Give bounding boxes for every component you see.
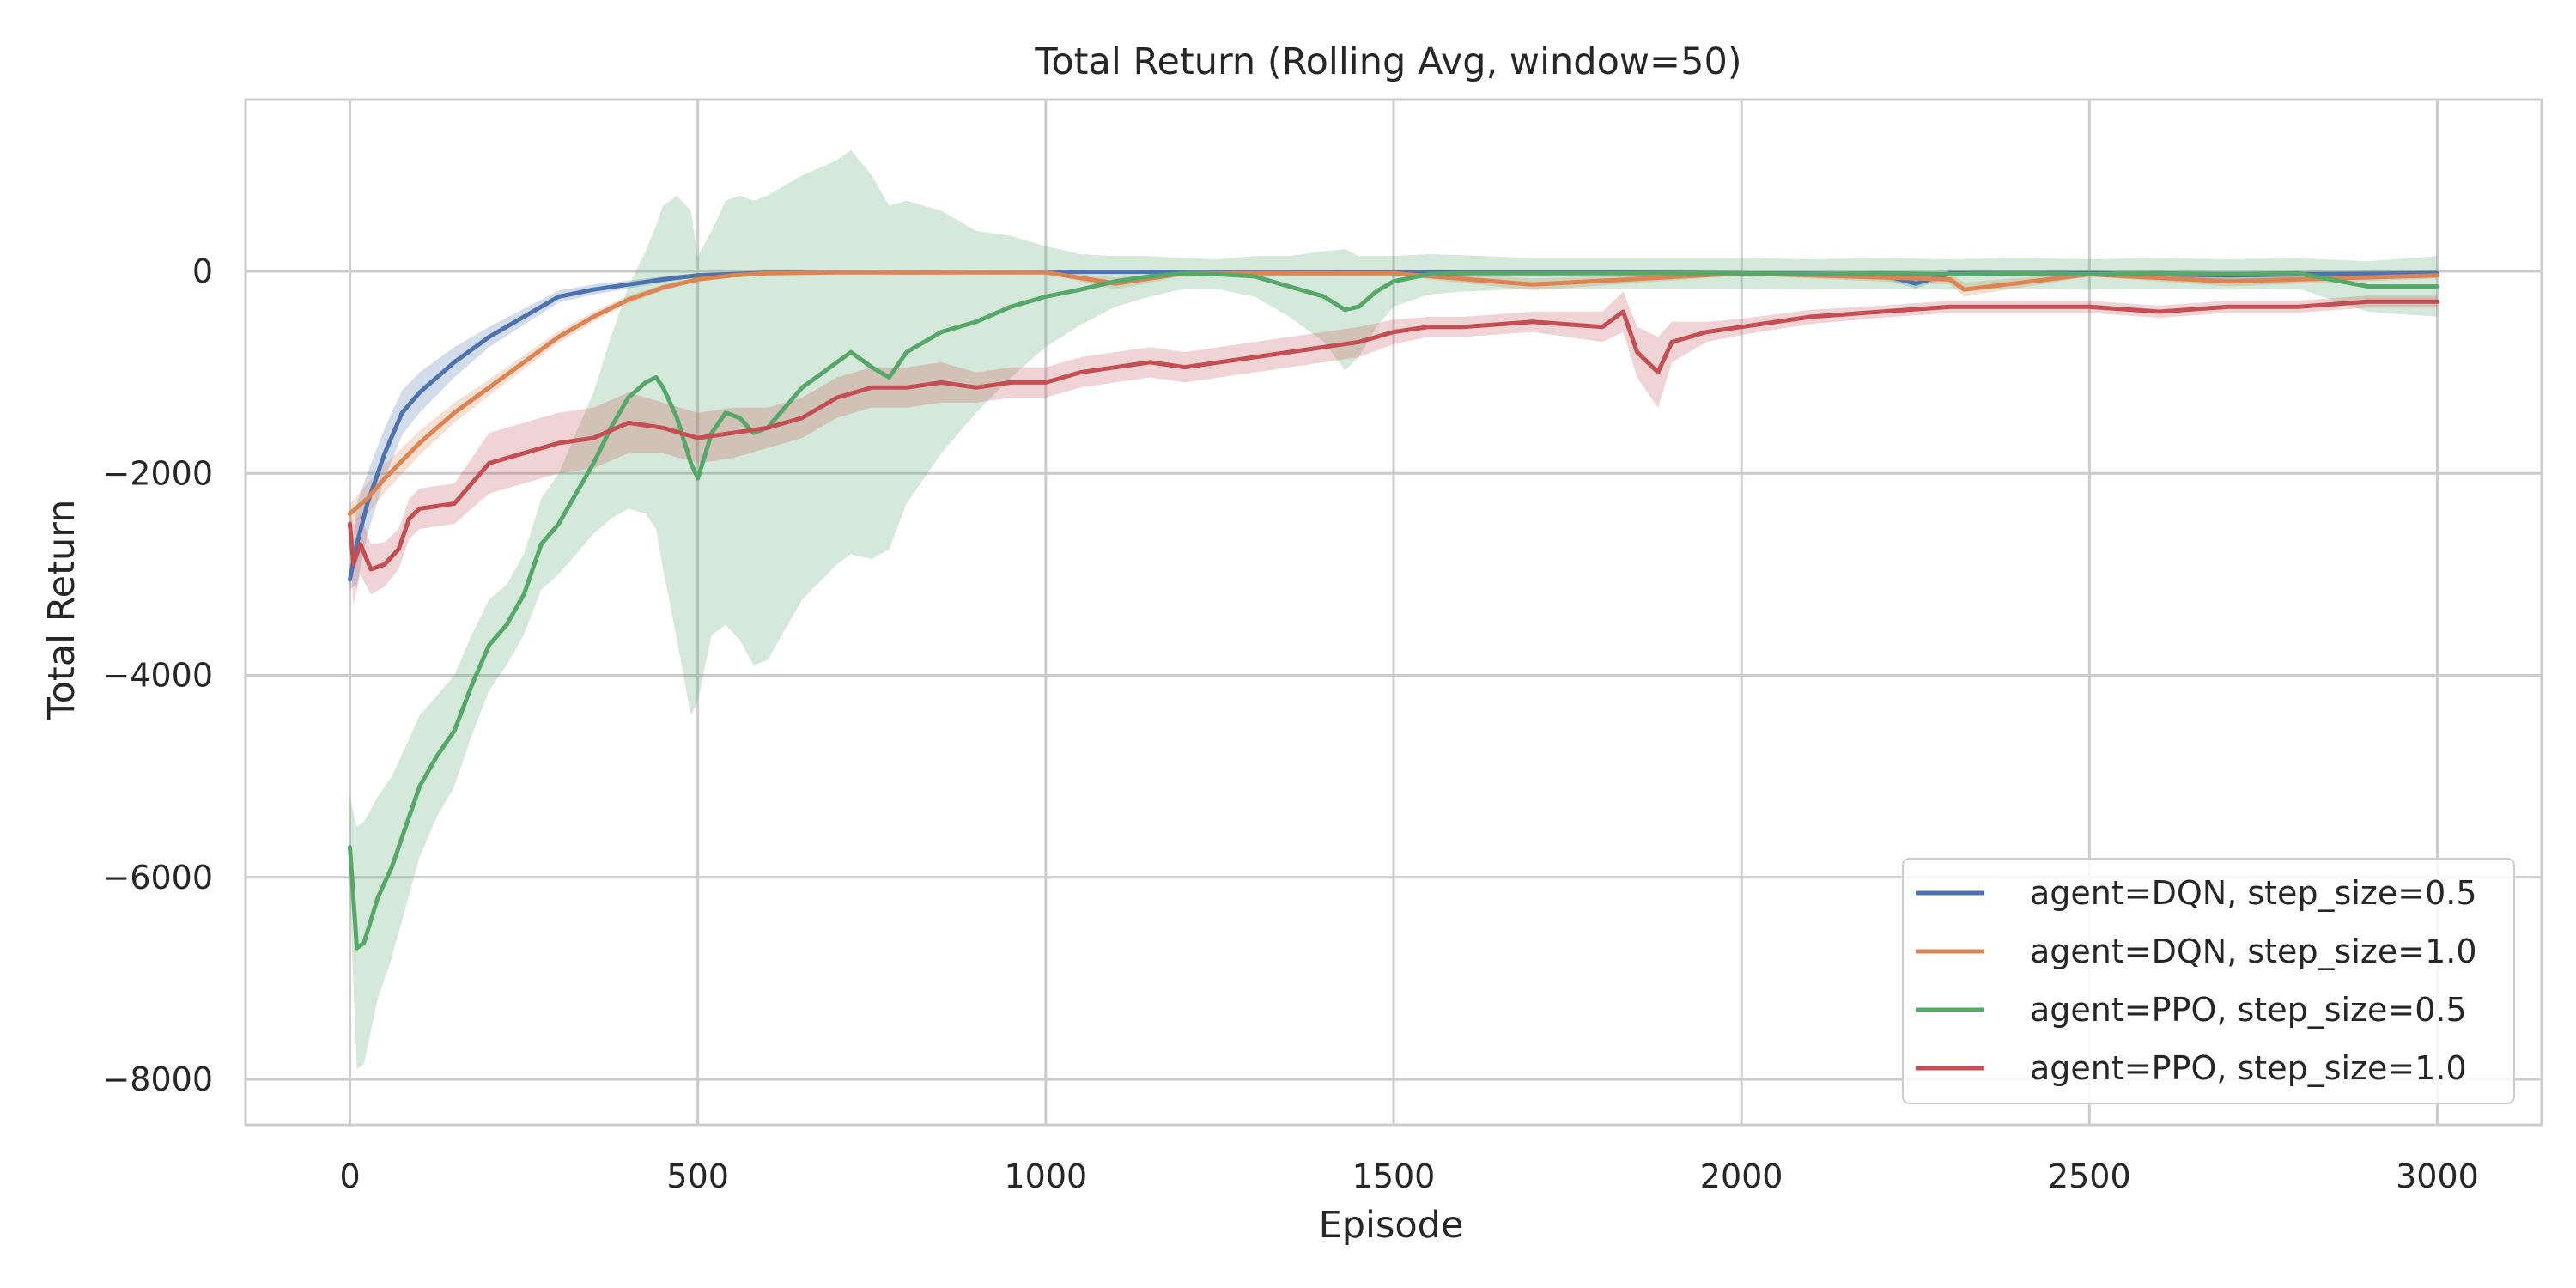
series-band-4 (349, 291, 2438, 605)
y-tick-label: −8000 (102, 1060, 213, 1098)
series-band-3 (349, 149, 2438, 1070)
y-tick-label: −2000 (102, 454, 213, 492)
y-tick-label: −4000 (102, 657, 213, 695)
confidence-band-layer (349, 149, 2438, 1070)
x-axis-label: Episode (1319, 1204, 1464, 1247)
series-line-3 (348, 270, 2439, 951)
legend-label: agent=PPO, step_size=0.5 (2030, 991, 2467, 1029)
legend-box (1902, 858, 2515, 1104)
series-line-layer (348, 270, 2439, 951)
series-line-4 (348, 299, 2439, 572)
y-tick-label: 0 (192, 252, 213, 290)
x-tick-label: 0 (339, 1157, 360, 1195)
chart-title: Total Return (Rolling Avg, window=50) (1034, 40, 1741, 83)
y-axis-label: Total Return (40, 500, 83, 721)
x-tick-label: 2500 (2048, 1157, 2131, 1195)
legend-label: agent=DQN, step_size=1.0 (2030, 933, 2477, 970)
series-line-2 (348, 270, 2439, 516)
legend-label: agent=PPO, step_size=1.0 (2030, 1049, 2467, 1087)
y-tick-label: −6000 (102, 859, 213, 896)
tick-label-layer: 0 500 1000 1500 2000 2500 3000 0 −2000 −4000 −6000… (102, 252, 2478, 1195)
series-band-1 (349, 270, 2438, 590)
x-tick-label: 2000 (1700, 1157, 1783, 1195)
x-tick-label: 500 (666, 1157, 729, 1195)
x-tick-label: 1500 (1352, 1157, 1436, 1195)
x-tick-label: 1000 (1004, 1157, 1087, 1195)
legend-label: agent=DQN, step_size=0.5 (2030, 874, 2477, 912)
legend: agent=DQN, step_size=0.5 agent=DQN, step_… (1902, 858, 2515, 1104)
x-tick-label: 3000 (2396, 1157, 2479, 1195)
plot-frame (244, 98, 2543, 1127)
